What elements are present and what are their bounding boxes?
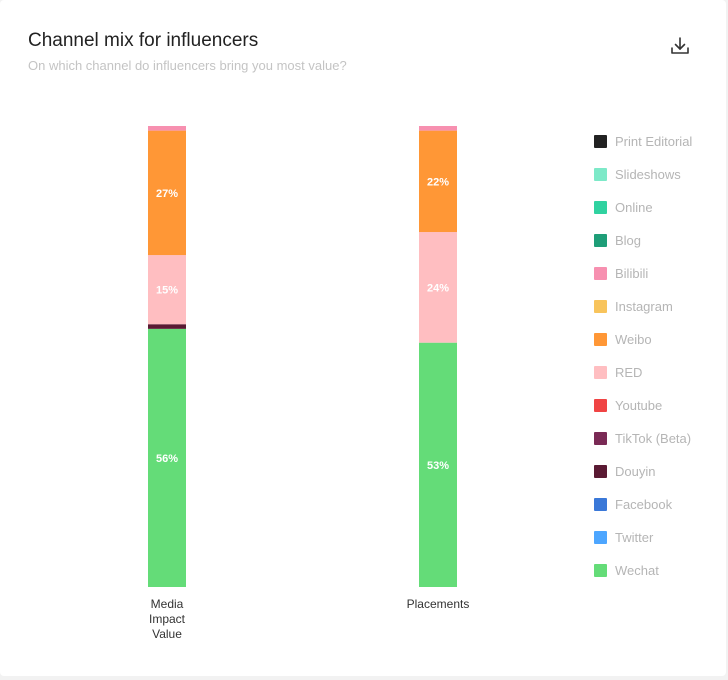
legend-label: Wechat (615, 562, 659, 578)
legend-swatch (594, 497, 607, 511)
legend-item-tiktok-beta[interactable]: TikTok (Beta) (594, 429, 691, 447)
legend-item-bilibili[interactable]: Bilibili (594, 264, 648, 282)
x-tick-label: Impact (149, 612, 186, 626)
legend-label: Youtube (615, 397, 663, 413)
legend-swatch (594, 332, 607, 346)
bar-segment-red-2[interactable] (419, 232, 457, 343)
legend-item-wechat[interactable]: Wechat (594, 561, 659, 579)
legend-label: Bilibili (615, 265, 649, 281)
legend-swatch (594, 365, 607, 379)
bar-segment-douyin-1[interactable] (148, 324, 186, 329)
legend-swatch (594, 530, 607, 544)
legend-item-facebook[interactable]: Facebook (594, 495, 672, 513)
legend-swatch (594, 431, 607, 445)
legend-item-print-editorial[interactable]: Print Editorial (594, 132, 692, 150)
legend-label: Blog (615, 232, 642, 248)
x-tick-label: Placements (407, 597, 470, 611)
data-label: 56% (156, 453, 178, 465)
legend-item-twitter[interactable]: Twitter (594, 528, 653, 546)
chart-title: Channel mix for influencers (28, 30, 259, 51)
download-icon[interactable] (668, 34, 692, 58)
legend-label: Facebook (615, 496, 673, 512)
legend-item-youtube[interactable]: Youtube (594, 396, 662, 414)
legend-label: Twitter (615, 529, 654, 545)
bar-segment-wechat-2[interactable] (419, 342, 457, 587)
legend-label: Print Editorial (615, 133, 693, 149)
chart-subtitle: On which channel do influencers bring yo… (28, 58, 347, 73)
legend-swatch (594, 233, 607, 247)
data-label: 53% (427, 460, 449, 472)
legend-swatch (594, 167, 607, 181)
legend-swatch (594, 464, 607, 478)
legend-item-instagram[interactable]: Instagram (594, 297, 673, 315)
data-label: 15% (156, 285, 178, 297)
legend-item-online[interactable]: Online (594, 198, 653, 216)
legend-label: Online (615, 199, 653, 215)
legend-item-douyin[interactable]: Douyin (594, 462, 655, 480)
legend-label: RED (615, 364, 643, 380)
legend-swatch (594, 299, 607, 313)
legend-swatch (594, 266, 607, 280)
x-tick-label: Media (151, 597, 184, 611)
legend-swatch (594, 200, 607, 214)
legend-label: TikTok (Beta) (615, 430, 692, 446)
legend-label: Slideshows (615, 166, 681, 182)
legend-label: Instagram (615, 298, 673, 314)
x-tick-label: Value (152, 627, 182, 641)
bar-segment-bilibili-2[interactable] (419, 126, 457, 131)
data-label: 22% (427, 176, 449, 188)
legend-swatch (594, 134, 607, 148)
legend-item-red[interactable]: RED (594, 363, 642, 381)
legend-label: Weibo (615, 331, 652, 347)
bar-segment-wechat-1[interactable] (148, 328, 186, 587)
bar-segment-red-1[interactable] (148, 255, 186, 325)
bar-segment-bilibili-1[interactable] (148, 126, 186, 131)
data-label: 27% (156, 188, 178, 200)
data-label: 24% (427, 282, 449, 294)
bar-segment-weibo-1[interactable] (148, 130, 186, 256)
legend-item-weibo[interactable]: Weibo (594, 330, 652, 348)
legend-item-slideshows[interactable]: Slideshows (594, 165, 681, 183)
legend-item-blog[interactable]: Blog (594, 231, 641, 249)
legend-swatch (594, 563, 607, 577)
bar-segment-weibo-2[interactable] (419, 130, 457, 233)
legend-label: Douyin (615, 463, 656, 479)
legend-swatch (594, 398, 607, 412)
